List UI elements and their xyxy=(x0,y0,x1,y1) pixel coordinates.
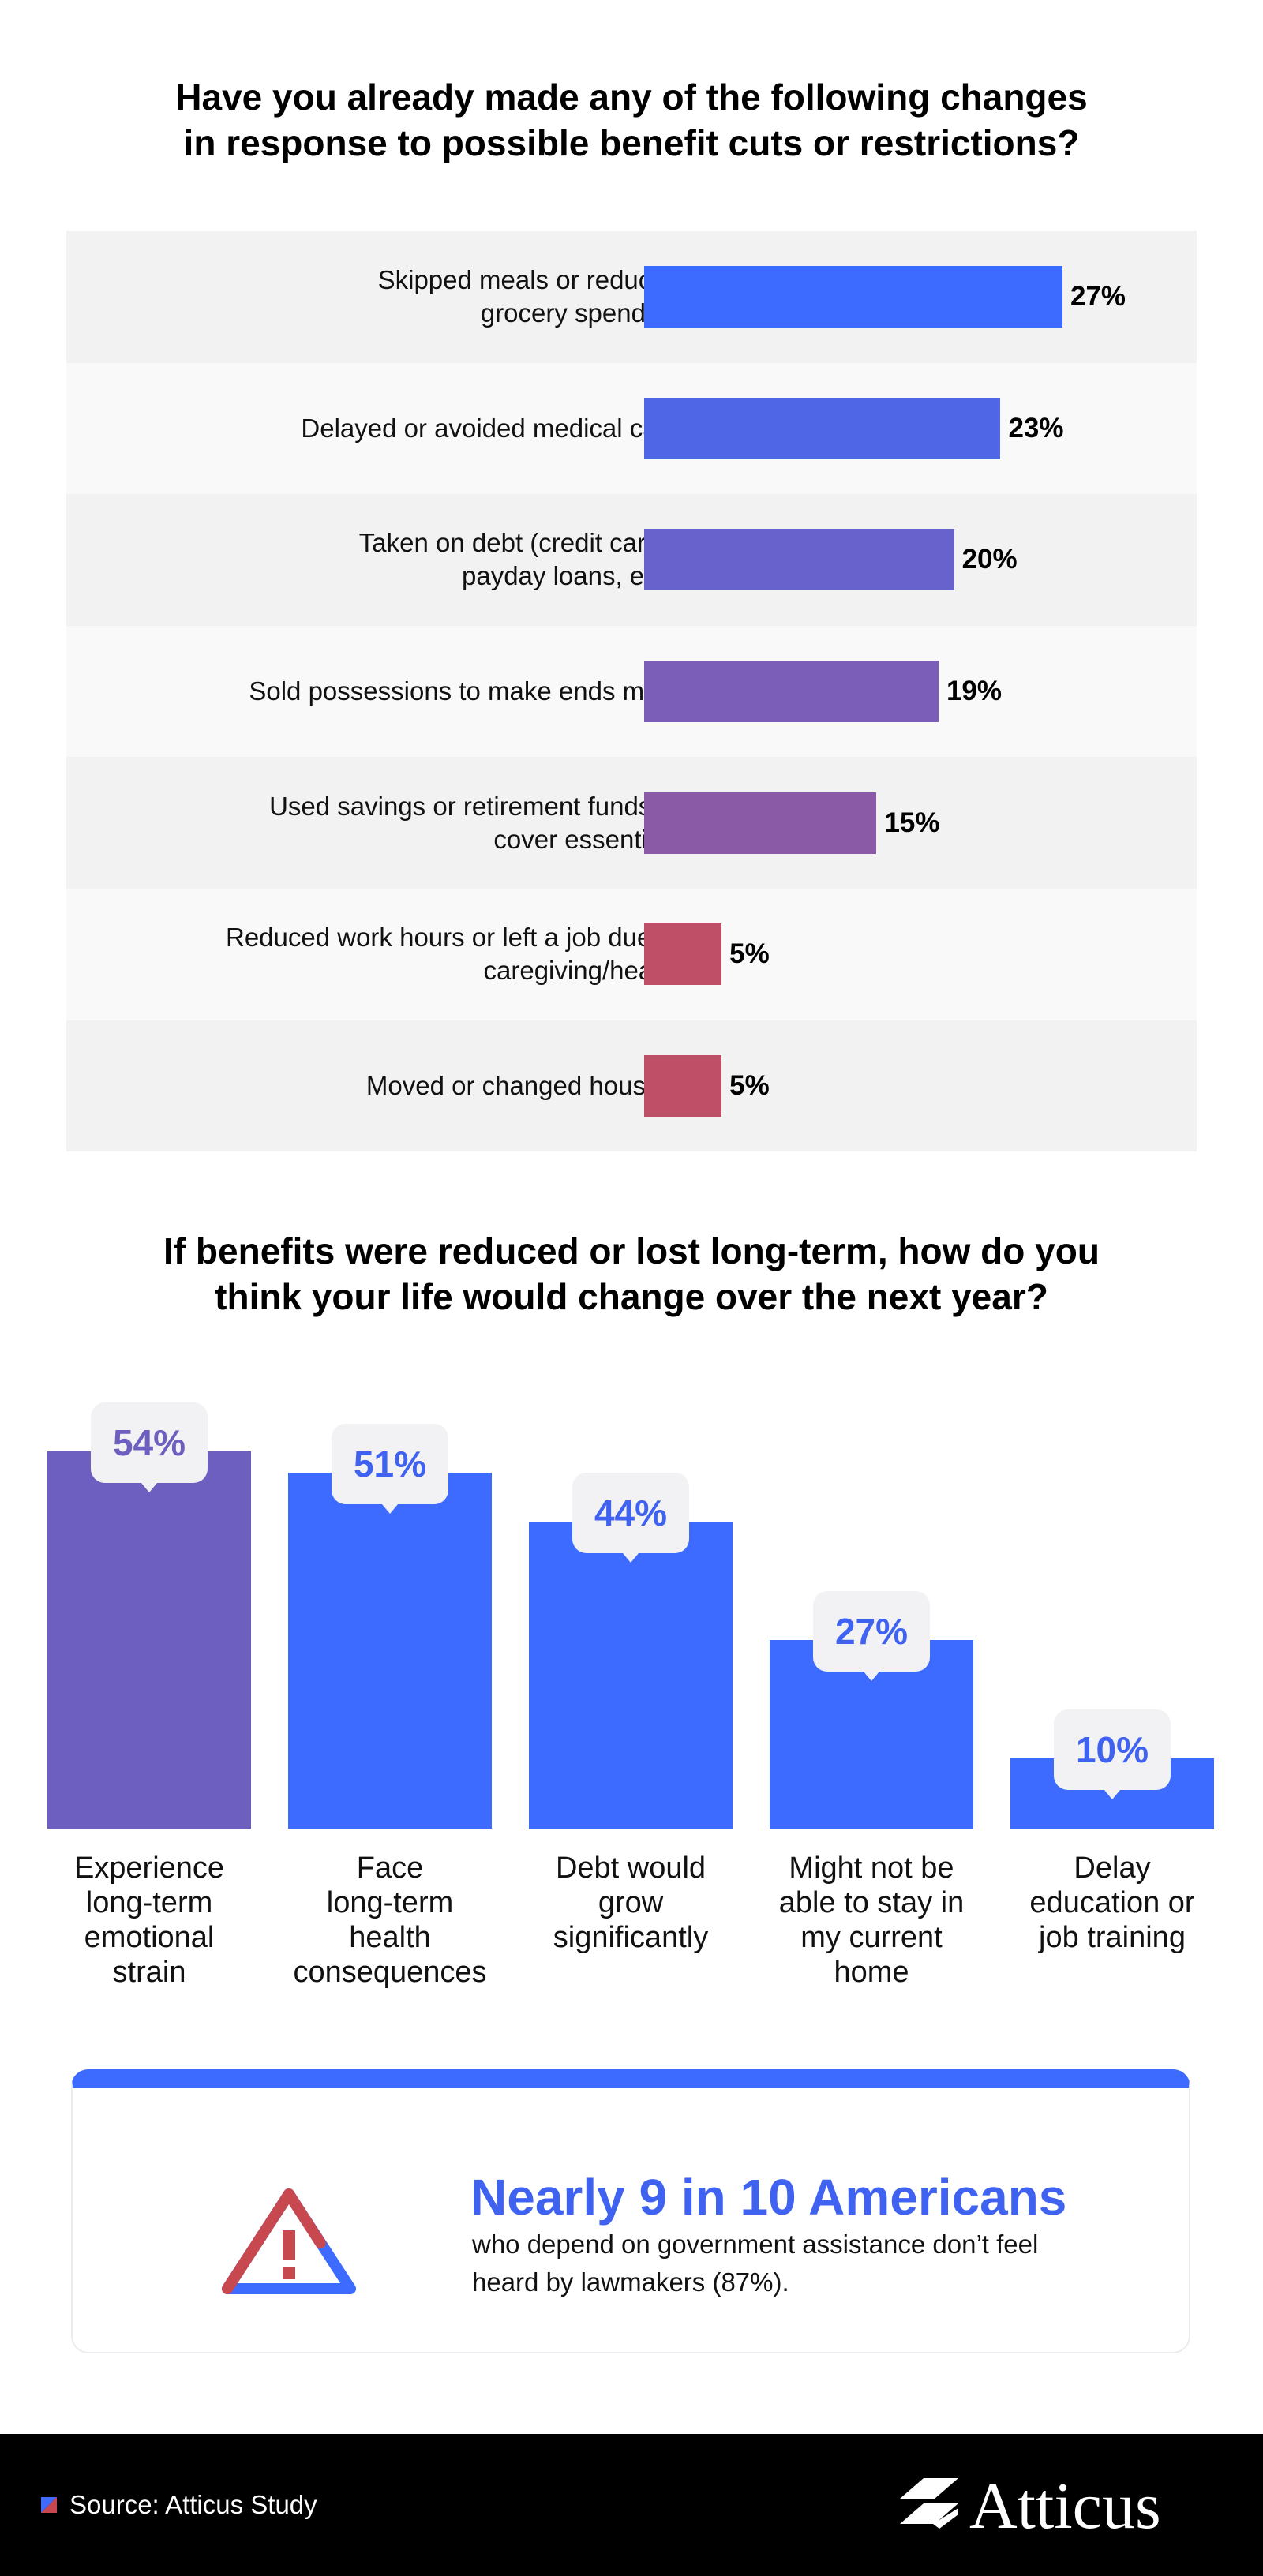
category-label-line: Face xyxy=(356,1852,424,1885)
category-label-line: education or xyxy=(1029,1886,1195,1919)
category-label: Skipped meals or reduced grocery spending xyxy=(175,231,680,363)
chart-1-title: Have you already made any of the followi… xyxy=(0,74,1263,166)
category-label-line: long-term xyxy=(85,1886,213,1919)
data-label: 23% xyxy=(1008,412,1064,444)
atticus-logo-text: Atticus xyxy=(969,2469,1161,2543)
footer: Source: Atticus Study Atticus xyxy=(0,2434,1263,2576)
atticus-logo: Atticus xyxy=(900,2467,1200,2546)
category-label-line: Might not be xyxy=(789,1852,954,1885)
callout-text-line: heard by lawmakers (87%). xyxy=(472,2267,789,2297)
category-label-line: Skipped meals or reduced xyxy=(377,265,680,295)
category-label-line: Taken on debt (credit cards, xyxy=(358,528,680,558)
chart-row: Skipped meals or reduced grocery spending… xyxy=(66,231,1197,363)
category-label-line: my current xyxy=(800,1921,943,1954)
category-label: Debt would grow significantly xyxy=(524,1851,737,1955)
category-label-line: consequences xyxy=(293,1956,487,1989)
category-label-line: long-term xyxy=(326,1886,454,1919)
callout-text-line: who depend on government assistance don’… xyxy=(472,2230,1039,2259)
bar xyxy=(644,397,1001,459)
data-label: 51% xyxy=(332,1423,448,1514)
source-color-square-icon xyxy=(41,2497,57,2513)
atticus-logo-icon xyxy=(900,2478,958,2529)
callout-headline: Nearly 9 in 10 Americans xyxy=(470,2169,1067,2226)
data-label: 20% xyxy=(961,544,1018,575)
bar xyxy=(644,661,939,723)
category-label: Used savings or retirement funds to cover… xyxy=(175,757,680,889)
category-label-line: Debt would xyxy=(555,1852,706,1885)
data-label: 10% xyxy=(1054,1709,1171,1800)
category-label: Might not be able to stay in my current hom… xyxy=(765,1851,978,1990)
category-label-line: Delay xyxy=(1074,1852,1151,1885)
category-label-line: Experience xyxy=(73,1852,225,1885)
bar xyxy=(529,1521,733,1829)
category-label-line: Sold possessions to make ends meet xyxy=(249,676,680,706)
bar xyxy=(288,1472,492,1829)
category-label-line: health xyxy=(349,1921,431,1954)
category-label-line: Reduced work hours or left a job due to xyxy=(225,923,680,953)
chart-row: Moved or changed housing 5% xyxy=(66,1020,1197,1152)
category-label-line: Used savings or retirement funds to xyxy=(269,791,680,821)
bar xyxy=(644,1054,722,1117)
category-label-line: able to stay in xyxy=(778,1886,965,1919)
category-label: Moved or changed housing xyxy=(175,1020,680,1152)
data-label: 5% xyxy=(729,938,770,970)
chart-row: Delayed or avoided medical care 23% xyxy=(66,362,1197,495)
data-label: 44% xyxy=(572,1472,689,1563)
data-label: 5% xyxy=(729,1069,770,1101)
title-line: think your life would change over the ne… xyxy=(215,1276,1048,1317)
category-label-line: Delayed or avoided medical care xyxy=(301,413,680,443)
category-label-line: job training xyxy=(1039,1921,1186,1954)
category-label: Delayed or avoided medical care xyxy=(175,363,680,495)
category-label: Reduced work hours or left a job due to c… xyxy=(175,889,680,1020)
category-label: Sold possessions to make ends meet xyxy=(175,626,680,758)
category-label: Face long-term health consequences xyxy=(283,1851,497,1990)
warning-icon xyxy=(222,2188,356,2294)
callout-card: Nearly 9 in 10 Americans who depend on g… xyxy=(71,2069,1190,2353)
category-label: Delay education or job training xyxy=(1006,1851,1219,1955)
title-line: Have you already made any of the followi… xyxy=(175,77,1088,118)
callout-text: who depend on government assistance don’… xyxy=(472,2226,1119,2301)
bar xyxy=(644,923,722,986)
horizontal-bar-chart: Skipped meals or reduced grocery spending… xyxy=(66,231,1197,1152)
chart-row: Sold possessions to make ends meet 19% xyxy=(66,625,1197,758)
bar xyxy=(644,792,877,854)
chart-row: Reduced work hours or left a job due to c… xyxy=(66,889,1197,1020)
category-label-line: payday loans, etc.) xyxy=(462,561,680,591)
bar xyxy=(644,266,1062,328)
chart-row: Used savings or retirement funds to cover… xyxy=(66,757,1197,889)
category-label-line: Moved or changed housing xyxy=(365,1070,680,1100)
category-label-line: home xyxy=(834,1956,909,1989)
bar xyxy=(47,1451,251,1829)
category-label: Taken on debt (credit cards, payday loans… xyxy=(175,494,680,626)
data-label: 54% xyxy=(91,1402,208,1492)
source-text: Source: Atticus Study xyxy=(69,2490,317,2519)
category-label-line: emotional xyxy=(84,1921,215,1954)
chart-2-title: If benefits were reduced or lost long-te… xyxy=(0,1228,1263,1320)
bar xyxy=(644,529,954,591)
chart-row: Taken on debt (credit cards, payday loans… xyxy=(66,494,1197,626)
vertical-bar-chart: 54% Experience long-term emotional strain 51%… xyxy=(0,1342,1263,2012)
title-line: in response to possible benefit cuts or … xyxy=(183,122,1080,163)
category-label-line: strain xyxy=(112,1956,186,1989)
title-line: If benefits were reduced or lost long-te… xyxy=(163,1230,1100,1271)
data-label: 19% xyxy=(946,676,1003,707)
data-label: 27% xyxy=(1070,281,1126,313)
category-label-line: grow xyxy=(598,1886,664,1919)
data-label: 27% xyxy=(813,1591,930,1681)
data-label: 15% xyxy=(884,807,940,838)
category-label-line: significantly xyxy=(553,1921,709,1954)
category-label: Experience long-term emotional strain xyxy=(43,1851,256,1990)
